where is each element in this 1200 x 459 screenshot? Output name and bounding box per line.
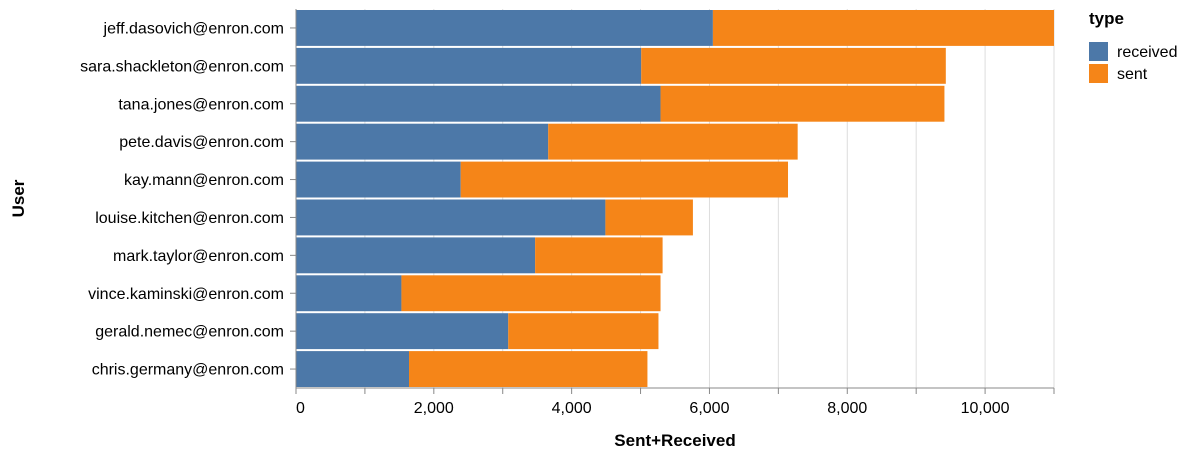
y-tick-label: louise.kitchen@enron.com [95,210,284,227]
bar-sent [712,10,1054,46]
bar-sent [508,313,659,350]
y-tick-labels: jeff.dasovich@enron.com sara.shackleton@e… [80,20,284,378]
y-tick-label: kay.mann@enron.com [124,172,284,189]
x-tick-label: 6,000 [689,400,729,417]
x-tick-labels: 0 2,000 4,000 6,000 8,000 10,000 [296,400,1010,417]
bar-received [296,10,713,46]
legend-swatch-sent [1089,64,1108,83]
bar-received [296,199,606,236]
bar-received [296,161,461,198]
x-tick-label: 2,000 [414,400,454,417]
bar-sent [660,85,945,122]
y-tick-label: mark.taylor@enron.com [113,248,284,265]
bar-received [296,47,642,84]
bar-sent [535,237,663,274]
bar-sent [641,47,946,84]
bar-received [296,123,549,160]
y-tick-label: pete.davis@enron.com [119,134,284,151]
bar-sent [409,351,648,387]
x-tick-label: 4,000 [552,400,592,417]
bar-received [296,275,402,312]
legend-label-received: received [1117,44,1177,61]
y-tick-label: chris.germany@enron.com [92,362,284,379]
legend: type received sent [1089,9,1177,83]
axes [290,9,1055,394]
bar-sent [401,275,661,312]
bars [296,10,1054,387]
y-tick-label: vince.kaminski@enron.com [88,286,284,303]
legend-label-sent: sent [1117,66,1148,83]
legend-swatch-received [1089,42,1108,61]
y-tick-label: gerald.nemec@enron.com [95,324,284,341]
bar-sent [460,161,789,198]
x-tick-label: 10,000 [961,400,1010,417]
y-tick-label: sara.shackleton@enron.com [80,58,284,75]
legend-title: type [1089,9,1124,28]
bar-received [296,85,661,122]
bar-received [296,237,536,274]
x-tick-label: 0 [296,400,305,417]
y-axis-title: User [9,179,28,217]
bar-sent [548,123,798,160]
x-axis-title: Sent+Received [614,431,735,450]
bar-received [296,313,509,350]
x-tick-label: 8,000 [827,400,867,417]
y-tick-label: jeff.dasovich@enron.com [103,20,284,37]
y-tick-label: tana.jones@enron.com [118,96,284,113]
bar-sent [605,199,693,236]
bar-received [296,351,410,387]
